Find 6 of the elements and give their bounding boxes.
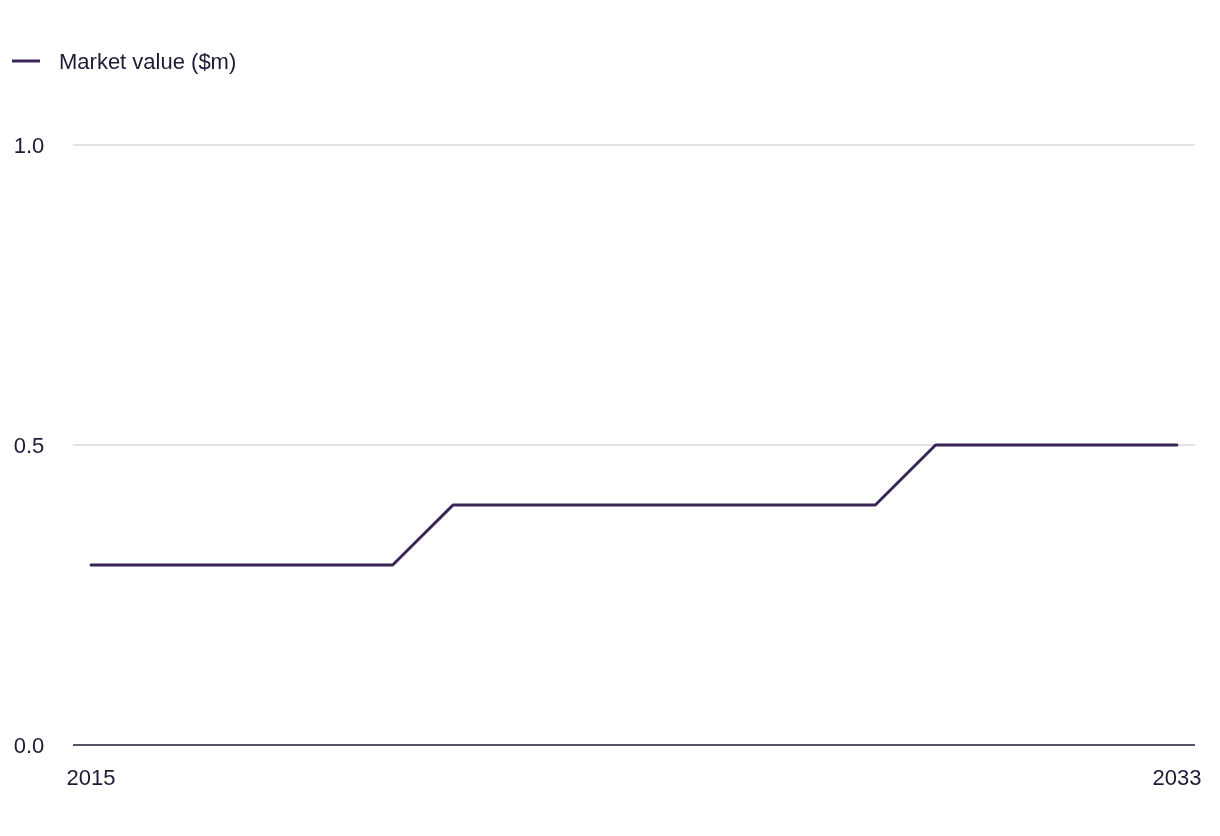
y-tick-label: 0.5 [13, 433, 45, 458]
y-tick-label: 1.0 [13, 133, 45, 158]
legend-label: Market value ($m) [59, 49, 237, 74]
y-tick-label: 0.0 [13, 733, 45, 758]
x-tick-label: 2033 [1152, 765, 1202, 790]
x-tick-label: 2015 [66, 765, 116, 790]
